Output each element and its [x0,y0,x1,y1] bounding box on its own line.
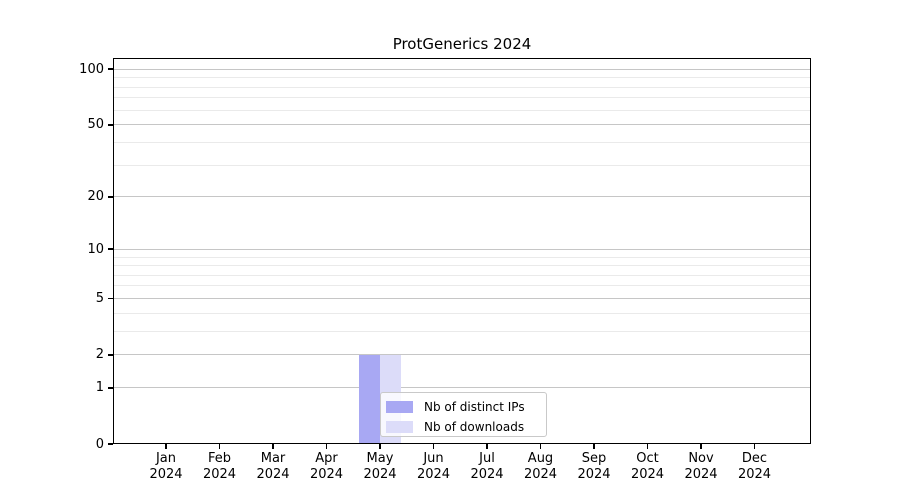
gridline-minor [113,330,811,332]
x-tick-month: Apr [315,451,338,466]
x-tick-month: Sep [581,451,607,466]
gridline-minor [113,86,811,88]
gridline-major [113,68,811,70]
x-tick-label: May 2024 [348,451,412,483]
x-tick-month: Feb [207,451,232,466]
x-tick-label: Sep 2024 [562,451,626,483]
y-tick [108,386,113,389]
gridline-major [113,196,811,198]
x-tick-year: 2024 [523,467,558,482]
x-tick-month: Dec [741,451,768,466]
y-tick-label: 20 [87,189,104,205]
x-tick-year: 2024 [149,467,183,482]
legend-item: Nb of distinct IPs [386,398,546,415]
x-tick-label: Jun 2024 [402,451,466,483]
x-tick-month: May [366,451,394,466]
x-tick-label: Feb 2024 [188,451,252,483]
legend-swatch-distinct-ips [386,400,413,413]
gridline-minor [113,265,811,267]
x-tick [432,444,435,449]
y-tick [108,353,113,356]
x-tick [272,444,274,449]
x-tick-label: Jan 2024 [134,451,198,483]
bar-distinct-ips [358,354,380,444]
legend-label: Nb of downloads [424,419,525,434]
x-tick [218,444,221,449]
x-tick-year: 2024 [630,467,665,482]
x-tick-label: Nov 2024 [669,451,733,483]
y-tick-label: 10 [87,241,104,257]
chart-title: ProtGenerics 2024 [392,35,532,53]
x-tick-label: Oct 2024 [616,451,680,483]
gridline-major [113,298,811,299]
gridline-major [113,124,811,126]
x-tick-year: 2024 [363,467,397,482]
gridline-minor [113,256,811,258]
gridline-major [113,354,811,356]
gridline-minor [113,109,811,111]
x-tick-year: 2024 [202,467,237,482]
x-tick-label: Apr 2024 [295,451,359,483]
x-tick [325,444,328,449]
y-tick [108,195,113,198]
gridline-minor [113,97,811,99]
gridline-minor [113,312,811,314]
gridline-major [113,248,811,250]
x-tick-year: 2024 [577,467,611,482]
gridline-minor [113,285,811,287]
x-tick [539,444,542,449]
x-tick [486,444,488,449]
x-tick-year: 2024 [684,467,718,482]
x-tick-month: Jun [423,451,444,466]
x-tick-month: Jan [155,451,177,466]
x-tick-label: Aug 2024 [509,451,573,483]
gridline-major [113,387,811,389]
x-tick [700,444,702,449]
gridline-minor [113,77,811,79]
x-tick-month: Jul [479,451,495,466]
plot-area [113,58,811,444]
x-tick-month: Nov [688,451,714,466]
y-tick [108,68,113,71]
y-tick [108,443,113,445]
legend: Nb of distinct IPs Nb of downloads [380,392,547,437]
x-tick-label: Mar 2024 [241,451,305,483]
legend-label: Nb of distinct IPs [424,399,525,414]
gridline-minor [113,141,811,143]
gridline-minor [113,274,811,276]
x-tick-year: 2024 [416,467,451,482]
y-tick [108,248,113,251]
y-tick [108,123,113,126]
x-tick-year: 2024 [256,467,290,482]
x-tick-year: 2024 [470,467,504,482]
gridline-minor [113,164,811,166]
x-tick [593,444,595,449]
x-tick-month: Mar [260,451,286,466]
x-tick-month: Oct [636,451,659,466]
x-tick [753,444,756,449]
x-tick [646,444,649,449]
x-tick [165,444,167,449]
y-tick-label: 1 [95,380,104,396]
x-tick [379,444,381,449]
y-tick [108,297,113,300]
y-tick-label: 2 [95,347,104,363]
x-tick-year: 2024 [737,467,772,482]
y-tick-label: 0 [95,436,104,452]
y-tick-label: 100 [79,61,104,77]
x-tick-label: Jul 2024 [455,451,519,483]
legend-swatch-downloads [386,420,413,433]
legend-item: Nb of downloads [386,418,546,435]
y-tick-label: 5 [95,291,104,306]
y-tick-label: 50 [87,117,104,133]
x-tick-label: Dec 2024 [723,451,787,483]
x-tick-month: Aug [527,451,554,466]
x-tick-year: 2024 [309,467,344,482]
